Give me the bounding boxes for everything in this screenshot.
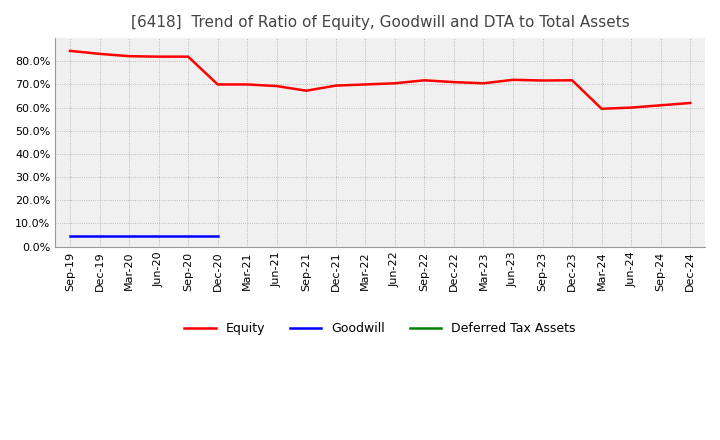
Equity [686,100,695,106]
Equity [509,77,518,82]
Legend: Equity, Goodwill, Deferred Tax Assets: Equity, Goodwill, Deferred Tax Assets [179,318,581,341]
Equity [154,54,163,59]
Goodwill [154,233,163,238]
Goodwill [125,233,133,238]
Equity [184,54,192,59]
Goodwill [95,233,104,238]
Equity [480,81,488,86]
Equity [272,84,281,89]
Equity [243,82,251,87]
Equity [302,88,310,93]
Equity [331,83,340,88]
Equity [361,82,369,87]
Equity [449,80,458,85]
Goodwill [66,233,74,238]
Line: Equity: Equity [70,51,690,109]
Equity [125,54,133,59]
Equity [420,77,428,83]
Equity [568,77,577,83]
Equity [627,105,636,110]
Equity [539,78,547,83]
Equity [390,81,399,86]
Equity [657,103,665,108]
Equity [598,106,606,111]
Title: [6418]  Trend of Ratio of Equity, Goodwill and DTA to Total Assets: [6418] Trend of Ratio of Equity, Goodwil… [131,15,629,30]
Goodwill [213,233,222,238]
Goodwill [184,233,192,238]
Equity [66,48,74,54]
Equity [213,82,222,87]
Equity [95,51,104,56]
